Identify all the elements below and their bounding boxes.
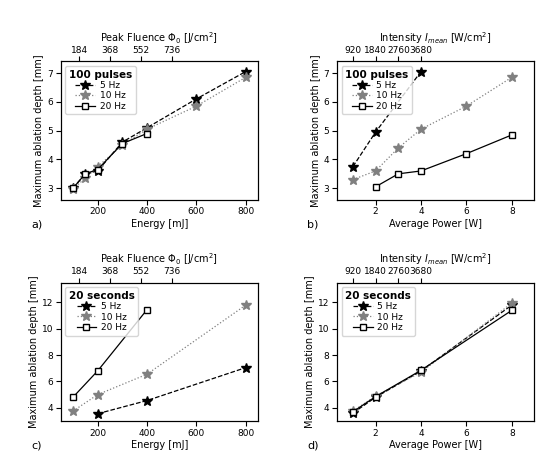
10 Hz xyxy=(69,186,76,192)
20 Hz xyxy=(395,171,402,176)
20 Hz xyxy=(144,307,150,313)
20 Hz xyxy=(509,132,515,138)
Line: 5 Hz: 5 Hz xyxy=(68,67,251,193)
5 Hz xyxy=(242,365,249,370)
10 Hz xyxy=(418,126,424,132)
20 Hz xyxy=(509,307,515,313)
5 Hz xyxy=(193,96,199,102)
Legend: 5 Hz, 10 Hz, 20 Hz: 5 Hz, 10 Hz, 20 Hz xyxy=(342,287,415,335)
10 Hz xyxy=(395,145,402,151)
Legend: 5 Hz, 10 Hz, 20 Hz: 5 Hz, 10 Hz, 20 Hz xyxy=(65,66,136,114)
5 Hz xyxy=(418,368,424,374)
5 Hz xyxy=(82,171,89,176)
Text: d): d) xyxy=(307,441,319,451)
5 Hz xyxy=(349,410,356,416)
Y-axis label: Maximum ablation depth [mm]: Maximum ablation depth [mm] xyxy=(311,54,321,207)
20 Hz xyxy=(418,168,424,174)
Line: 10 Hz: 10 Hz xyxy=(348,72,517,184)
Line: 20 Hz: 20 Hz xyxy=(350,307,515,415)
5 Hz xyxy=(372,129,379,135)
5 Hz xyxy=(94,411,101,417)
5 Hz xyxy=(144,398,150,403)
Line: 10 Hz: 10 Hz xyxy=(68,300,251,416)
10 Hz xyxy=(94,392,101,397)
Line: 5 Hz: 5 Hz xyxy=(348,67,426,172)
Line: 20 Hz: 20 Hz xyxy=(70,307,150,400)
10 Hz xyxy=(418,369,424,375)
20 Hz xyxy=(144,131,150,136)
5 Hz xyxy=(144,125,150,131)
Text: a): a) xyxy=(31,219,42,229)
X-axis label: Average Power [W]: Average Power [W] xyxy=(389,219,482,229)
20 Hz xyxy=(69,185,76,191)
10 Hz xyxy=(119,142,126,148)
10 Hz xyxy=(463,103,469,109)
Y-axis label: Maximum ablation depth [mm]: Maximum ablation depth [mm] xyxy=(35,54,45,207)
Y-axis label: Maximum ablation depth [mm]: Maximum ablation depth [mm] xyxy=(305,276,315,428)
Line: 20 Hz: 20 Hz xyxy=(372,132,515,190)
Line: 10 Hz: 10 Hz xyxy=(348,298,517,416)
X-axis label: Energy [mJ]: Energy [mJ] xyxy=(131,219,188,229)
10 Hz xyxy=(193,103,199,109)
5 Hz xyxy=(119,140,126,145)
20 Hz xyxy=(94,166,101,172)
10 Hz xyxy=(509,300,515,306)
20 Hz xyxy=(349,409,356,415)
10 Hz xyxy=(144,126,150,132)
10 Hz xyxy=(372,168,379,174)
10 Hz xyxy=(82,175,89,181)
5 Hz xyxy=(372,394,379,400)
10 Hz xyxy=(242,74,249,80)
5 Hz xyxy=(509,302,515,308)
X-axis label: Energy [mJ]: Energy [mJ] xyxy=(131,440,188,450)
5 Hz xyxy=(69,185,76,191)
X-axis label: Intensity $I_{mean}$ [W/cm$^2$]: Intensity $I_{mean}$ [W/cm$^2$] xyxy=(380,30,492,46)
20 Hz xyxy=(418,368,424,373)
20 Hz xyxy=(69,394,76,400)
Line: 5 Hz: 5 Hz xyxy=(93,363,251,419)
10 Hz xyxy=(509,74,515,80)
20 Hz xyxy=(82,171,89,176)
10 Hz xyxy=(372,393,379,399)
10 Hz xyxy=(144,371,150,377)
Text: b): b) xyxy=(307,219,319,229)
Legend: 5 Hz, 10 Hz, 20 Hz: 5 Hz, 10 Hz, 20 Hz xyxy=(65,287,138,335)
10 Hz xyxy=(94,164,101,169)
20 Hz xyxy=(463,151,469,157)
Y-axis label: Maximum ablation depth [mm]: Maximum ablation depth [mm] xyxy=(29,276,39,428)
20 Hz xyxy=(372,394,379,399)
5 Hz xyxy=(242,69,249,74)
X-axis label: Average Power [W]: Average Power [W] xyxy=(389,440,482,450)
5 Hz xyxy=(418,69,424,74)
10 Hz xyxy=(349,177,356,183)
20 Hz xyxy=(372,184,379,190)
10 Hz xyxy=(69,408,76,414)
X-axis label: Peak Fluence $\Phi_0$ [J/cm$^2$]: Peak Fluence $\Phi_0$ [J/cm$^2$] xyxy=(100,252,218,267)
Line: 5 Hz: 5 Hz xyxy=(348,300,517,418)
Legend: 5 Hz, 10 Hz, 20 Hz: 5 Hz, 10 Hz, 20 Hz xyxy=(342,66,412,114)
X-axis label: Intensity $I_{mean}$ [W/cm$^2$]: Intensity $I_{mean}$ [W/cm$^2$] xyxy=(380,252,492,267)
Line: 10 Hz: 10 Hz xyxy=(68,72,251,193)
10 Hz xyxy=(349,408,356,414)
Line: 20 Hz: 20 Hz xyxy=(70,131,150,192)
5 Hz xyxy=(349,164,356,169)
5 Hz xyxy=(94,168,101,174)
10 Hz xyxy=(242,302,249,308)
20 Hz xyxy=(94,368,101,374)
X-axis label: Peak Fluence $\Phi_0$ [J/cm$^2$]: Peak Fluence $\Phi_0$ [J/cm$^2$] xyxy=(100,30,218,46)
20 Hz xyxy=(119,141,126,147)
Text: c): c) xyxy=(31,441,41,451)
